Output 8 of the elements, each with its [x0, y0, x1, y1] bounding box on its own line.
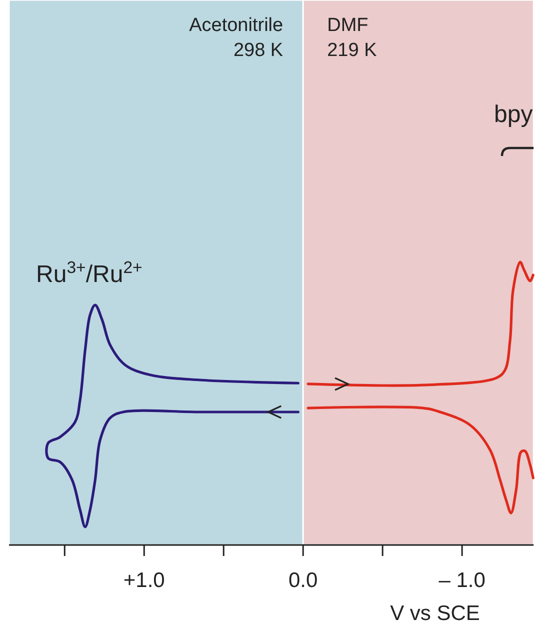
- band-label: DMF 219 K: [327, 15, 378, 61]
- x-tick-label: +1.0: [123, 569, 165, 592]
- x-tick-label: 0.0: [288, 569, 318, 592]
- band-label: Acetonitrile 298 K: [189, 15, 284, 61]
- text: bpy: [494, 101, 533, 128]
- x-axis-title: V vs SCE: [390, 602, 480, 625]
- annotation: Ru$^{3+}$/Ru$^{2+}$: [36, 258, 142, 288]
- x-tick-label: – 1.0: [438, 569, 486, 592]
